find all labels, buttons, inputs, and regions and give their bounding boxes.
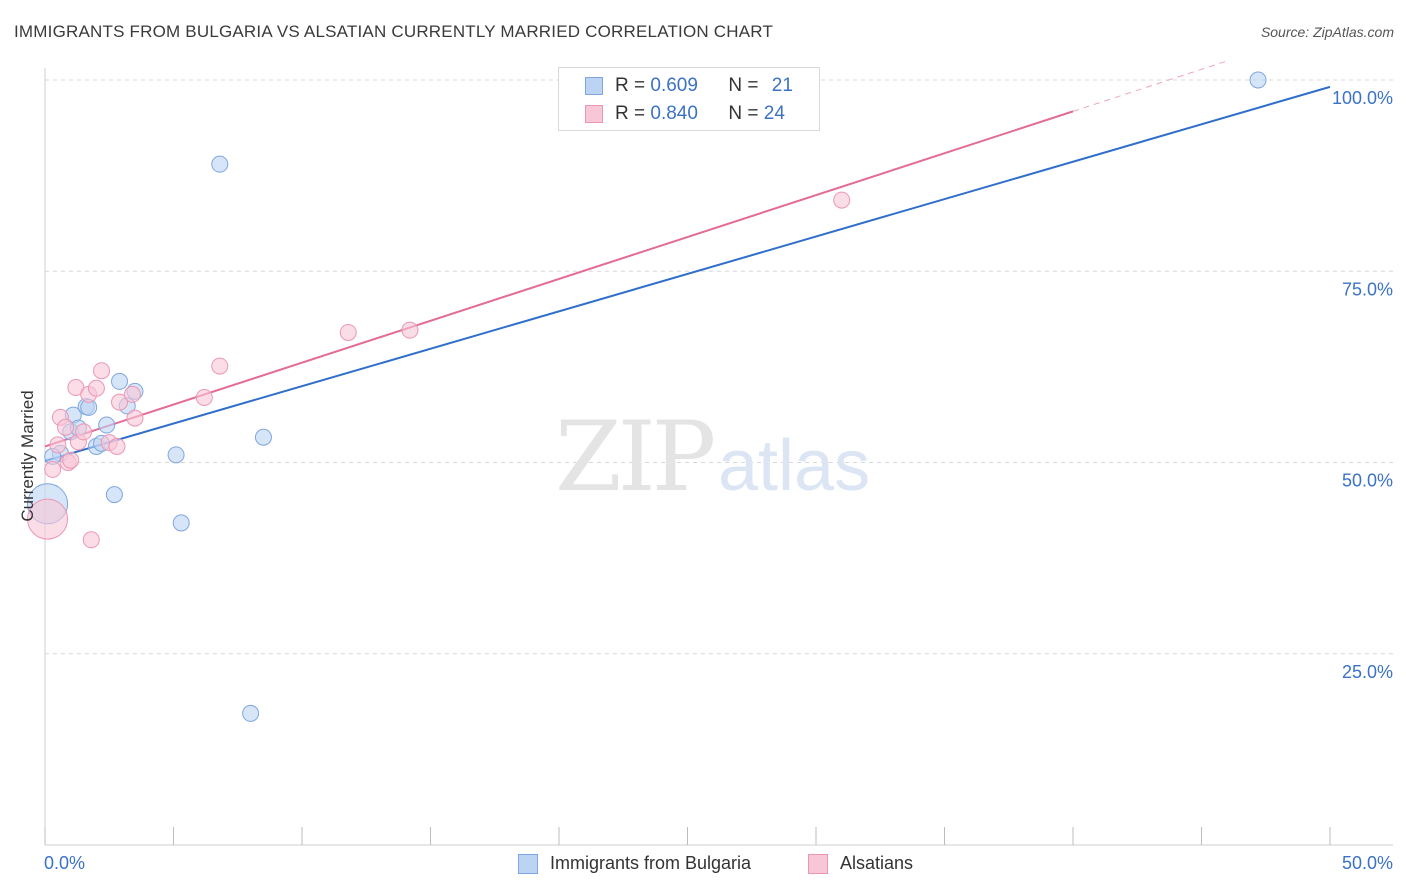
pink-data-point[interactable] bbox=[87, 379, 105, 397]
blue-data-point[interactable] bbox=[98, 416, 116, 434]
pink-data-point[interactable] bbox=[108, 437, 126, 455]
x-axis-ticks bbox=[44, 827, 1331, 845]
x-tick-label: 50.0% bbox=[1342, 853, 1393, 873]
chart-title: IMMIGRANTS FROM BULGARIA VS ALSATIAN CUR… bbox=[14, 22, 774, 41]
pink-data-point[interactable] bbox=[833, 191, 851, 209]
blue-data-point[interactable] bbox=[242, 704, 260, 722]
blue-data-point[interactable] bbox=[105, 486, 123, 504]
watermark-atlas: atlas bbox=[718, 426, 870, 506]
series-legend-bulgaria[interactable]: Immigrants from Bulgaria bbox=[518, 853, 751, 874]
series-legend-label: Alsatians bbox=[840, 853, 914, 873]
legend-n-value: 24 bbox=[763, 103, 785, 124]
pink-data-point[interactable] bbox=[126, 409, 144, 427]
trend-lines bbox=[44, 60, 1331, 462]
legend-r-label: R = bbox=[615, 75, 651, 96]
legend-swatch-blue bbox=[518, 853, 538, 874]
y-axis-label: Currently Married bbox=[18, 390, 37, 522]
series-legend: Immigrants from Bulgaria Alsatians bbox=[0, 851, 1406, 879]
y-tick-label: 75.0% bbox=[1342, 279, 1393, 299]
pink-data-point[interactable] bbox=[44, 460, 62, 478]
legend-swatch-pink bbox=[808, 853, 828, 874]
pink-trend-extension bbox=[1072, 60, 1228, 112]
stats-legend: R = 0.609 N = 21 R = 0.840 N = 24 bbox=[558, 67, 820, 131]
y-tick-label: 100.0% bbox=[1332, 88, 1393, 108]
blue-data-point[interactable] bbox=[211, 155, 229, 173]
series-legend-label: Immigrants from Bulgaria bbox=[550, 853, 752, 873]
blue-data-point[interactable] bbox=[172, 514, 190, 532]
watermark-zip: ZIP bbox=[555, 401, 714, 513]
data-points bbox=[27, 71, 1267, 722]
pink-data-point[interactable] bbox=[339, 323, 357, 341]
pink-data-point[interactable] bbox=[57, 418, 75, 436]
blue-data-point[interactable] bbox=[1249, 71, 1267, 89]
pink-data-point[interactable] bbox=[401, 321, 419, 339]
x-tick-label: 0.0% bbox=[44, 853, 85, 873]
blue-data-point[interactable] bbox=[254, 428, 272, 446]
legend-r-value: 0.840 bbox=[650, 103, 698, 124]
y-tick-label: 25.0% bbox=[1342, 662, 1393, 682]
pink-data-point[interactable] bbox=[75, 423, 93, 441]
legend-n-label: N = bbox=[728, 103, 764, 124]
pink-data-point[interactable] bbox=[195, 388, 213, 406]
pink-data-point[interactable] bbox=[62, 451, 80, 469]
watermark: ZIP atlas bbox=[555, 401, 870, 513]
legend-row-bulgaria: R = 0.609 N = 21 bbox=[585, 72, 793, 100]
pink-data-point[interactable] bbox=[93, 362, 111, 380]
blue-data-point[interactable] bbox=[111, 372, 129, 390]
pink-data-point[interactable] bbox=[123, 385, 141, 403]
gridlines bbox=[45, 79, 1393, 655]
blue-data-point[interactable] bbox=[167, 446, 185, 464]
pink-data-point[interactable] bbox=[211, 357, 229, 375]
y-tick-label: 50.0% bbox=[1342, 471, 1393, 491]
legend-n-value: 21 bbox=[771, 75, 793, 96]
pink-data-point[interactable] bbox=[111, 393, 129, 411]
pink-trend-line bbox=[44, 110, 1074, 448]
legend-row-alsatians: R = 0.840 N = 24 bbox=[585, 100, 785, 128]
legend-r-label: R = bbox=[615, 103, 651, 124]
source-credit: Source: ZipAtlas.com bbox=[1260, 24, 1394, 40]
pink-data-point[interactable] bbox=[27, 498, 69, 540]
pink-data-point[interactable] bbox=[49, 436, 67, 454]
x-tick-labels: 0.0% 50.0% bbox=[44, 853, 1393, 873]
legend-swatch-blue bbox=[585, 77, 603, 95]
series-legend-alsatians[interactable]: Alsatians bbox=[808, 853, 913, 874]
legend-swatch-pink bbox=[585, 105, 603, 123]
y-tick-labels: 25.0% 50.0% 75.0% 100.0% bbox=[1332, 88, 1393, 682]
pink-data-point[interactable] bbox=[82, 531, 100, 549]
legend-n-label: N = bbox=[728, 75, 764, 96]
blue-trend-line bbox=[44, 85, 1331, 462]
legend-r-value: 0.609 bbox=[650, 75, 698, 96]
